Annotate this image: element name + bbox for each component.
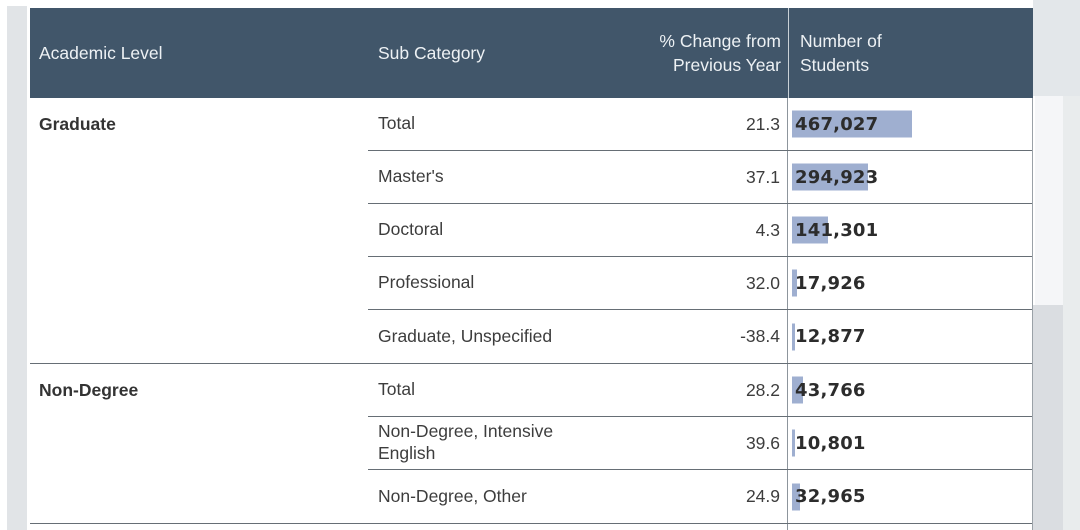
- student-count-bar[interactable]: [792, 269, 797, 297]
- right-background-edge: [1063, 96, 1080, 530]
- students-cell: 32,965: [787, 470, 1032, 523]
- left-margin-strip: [7, 6, 27, 530]
- table-row[interactable]: Total 21.3 467,027: [368, 98, 1032, 151]
- table-body: Graduate Total 21.3 467,027: [30, 98, 1033, 530]
- header-sub-category: Sub Category: [378, 42, 486, 63]
- pct-change-value: 37.1: [745, 166, 780, 187]
- student-count-bar[interactable]: [792, 216, 828, 244]
- student-count-bar[interactable]: [792, 429, 795, 457]
- pct-change-value: 4.3: [755, 219, 780, 240]
- students-value: 141,301: [795, 219, 879, 241]
- sub-category-label: Non-Degree, Intensive English: [378, 421, 554, 463]
- students-cell: 467,027: [787, 98, 1032, 150]
- students-cell: 12,877: [787, 310, 1032, 363]
- pct-change-value: 39.6: [745, 432, 780, 453]
- student-count-bar[interactable]: [792, 110, 912, 138]
- students-value: 467,027: [795, 113, 879, 135]
- section-non-degree: Non-Degree Total 28.2 43,766: [30, 364, 1032, 524]
- pct-change-value: 21.3: [745, 113, 780, 134]
- header-academic-level: Academic Level: [39, 42, 163, 63]
- students-value: 10,801: [795, 432, 866, 454]
- pct-change-value: 32.0: [745, 272, 780, 293]
- student-count-bar[interactable]: [792, 483, 800, 510]
- partial-students-cell: [787, 524, 1032, 530]
- students-cell: 141,301: [787, 204, 1032, 256]
- students-value: 17,926: [795, 272, 866, 294]
- students-cell: 10,801: [787, 417, 1032, 469]
- table-row[interactable]: Non-Degree, Other 24.9 32,965: [368, 470, 1032, 523]
- right-background-panel: [1035, 96, 1063, 305]
- students-value: 12,877: [795, 326, 866, 347]
- table-row[interactable]: Professional 32.0 17,926: [368, 257, 1032, 310]
- right-background-top: [1033, 0, 1080, 96]
- pct-change-value: 24.9: [745, 486, 780, 506]
- right-background-bottom: [1033, 305, 1063, 530]
- sub-category-label: Master's: [378, 166, 444, 187]
- students-value: 32,965: [795, 486, 866, 507]
- academic-level-label: Graduate: [39, 114, 116, 134]
- table-row[interactable]: Graduate, Unspecified -38.4 12,877: [368, 310, 1032, 363]
- students-value: 294,923: [795, 166, 879, 188]
- table-row[interactable]: Doctoral 4.3 141,301: [368, 204, 1032, 257]
- students-cell: 17,926: [787, 257, 1032, 309]
- table-row[interactable]: Total 28.2 43,766: [368, 364, 1032, 417]
- student-count-bar[interactable]: [792, 163, 868, 191]
- students-table: Academic Level Sub Category % Change fro…: [30, 8, 1033, 530]
- section-rows: Total 21.3 467,027 Master's 37.1: [368, 98, 1032, 363]
- pct-change-value: -38.4: [740, 326, 780, 346]
- sub-category-label: Professional: [378, 272, 475, 293]
- section-graduate: Graduate Total 21.3 467,027: [30, 98, 1032, 364]
- table-row[interactable]: Non-Degree, Intensive English 39.6 10,80…: [368, 417, 1032, 470]
- student-count-bar[interactable]: [792, 376, 803, 404]
- header-number-of-students: Number of Students: [788, 8, 1033, 98]
- student-count-bar[interactable]: [792, 323, 795, 350]
- header-pct-change: % Change from Previous Year: [659, 30, 781, 76]
- sub-category-label: Non-Degree, Other: [378, 485, 527, 506]
- students-value: 43,766: [795, 379, 866, 401]
- sub-category-label: Graduate, Unspecified: [378, 325, 553, 346]
- pct-change-value: 28.2: [745, 379, 780, 400]
- partial-next-row: [30, 524, 1032, 530]
- students-cell: 294,923: [787, 151, 1032, 203]
- academic-level-label: Non-Degree: [39, 380, 139, 400]
- students-cell: 43,766: [787, 364, 1032, 416]
- sub-category-label: Total: [378, 379, 415, 400]
- sub-category-label: Total: [378, 113, 415, 134]
- header-middle-group: Sub Category % Change from Previous Year: [368, 8, 788, 98]
- section-rows: Total 28.2 43,766 Non-Degree, Intensive …: [368, 364, 1032, 523]
- table-header: Academic Level Sub Category % Change fro…: [30, 8, 1033, 98]
- sub-category-label: Doctoral: [378, 219, 444, 240]
- table-row[interactable]: Master's 37.1 294,923: [368, 151, 1032, 204]
